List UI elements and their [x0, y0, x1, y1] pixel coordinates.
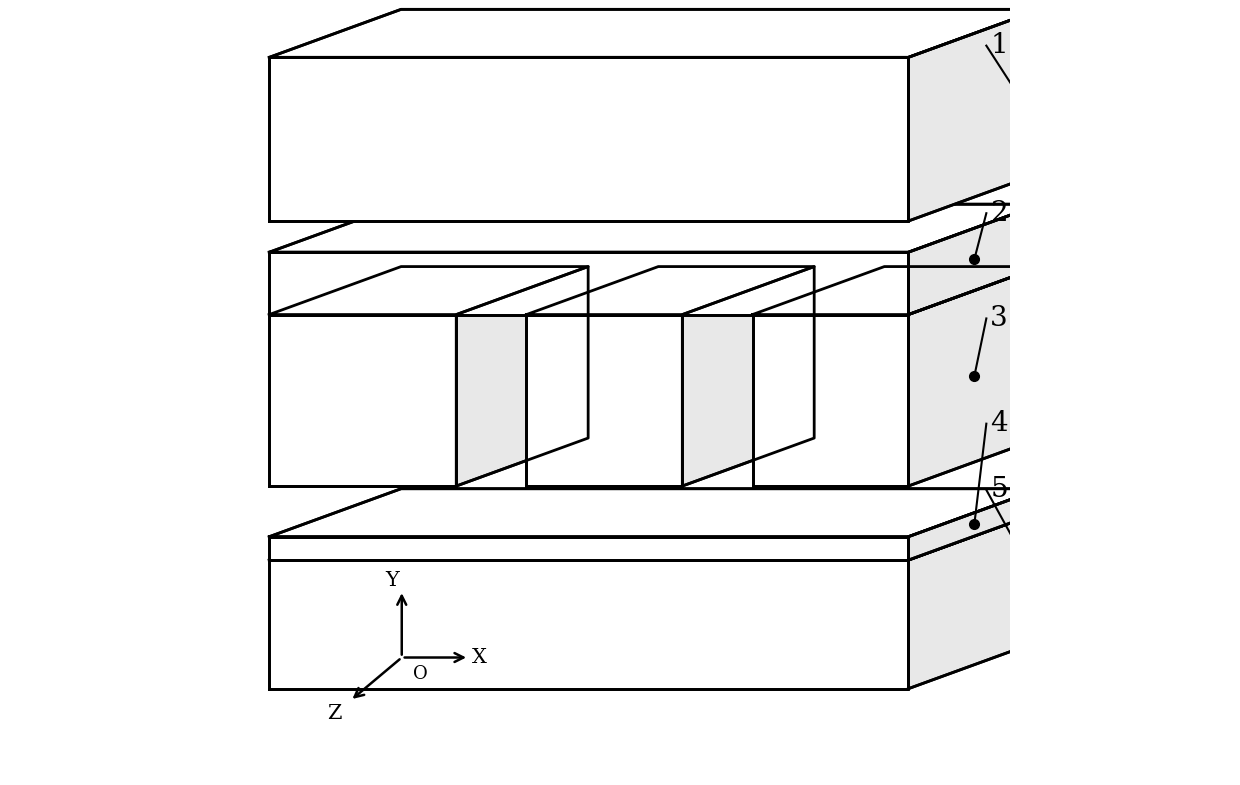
Polygon shape — [527, 267, 815, 315]
Polygon shape — [753, 315, 909, 486]
Polygon shape — [909, 512, 1040, 688]
Polygon shape — [753, 267, 1040, 315]
Text: 4: 4 — [991, 411, 1008, 437]
Polygon shape — [269, 489, 1040, 537]
Text: X: X — [471, 648, 486, 667]
Polygon shape — [269, 315, 456, 486]
Polygon shape — [527, 315, 682, 486]
Text: Y: Y — [386, 571, 399, 590]
Polygon shape — [269, 267, 588, 315]
Polygon shape — [269, 537, 909, 560]
Polygon shape — [269, 512, 1040, 560]
Text: Z: Z — [327, 704, 342, 723]
Polygon shape — [682, 267, 815, 486]
Polygon shape — [269, 204, 1040, 252]
Polygon shape — [269, 9, 1040, 57]
Polygon shape — [909, 489, 1040, 560]
Text: 1: 1 — [991, 32, 1008, 59]
Text: O: O — [413, 666, 428, 683]
Polygon shape — [909, 267, 1040, 486]
Text: 3: 3 — [991, 305, 1008, 332]
Polygon shape — [269, 57, 909, 221]
Text: 2: 2 — [991, 199, 1008, 227]
Polygon shape — [269, 252, 909, 315]
Polygon shape — [269, 560, 909, 688]
Text: 5: 5 — [991, 476, 1008, 503]
Polygon shape — [909, 9, 1040, 221]
Polygon shape — [456, 267, 588, 486]
Polygon shape — [909, 204, 1040, 315]
